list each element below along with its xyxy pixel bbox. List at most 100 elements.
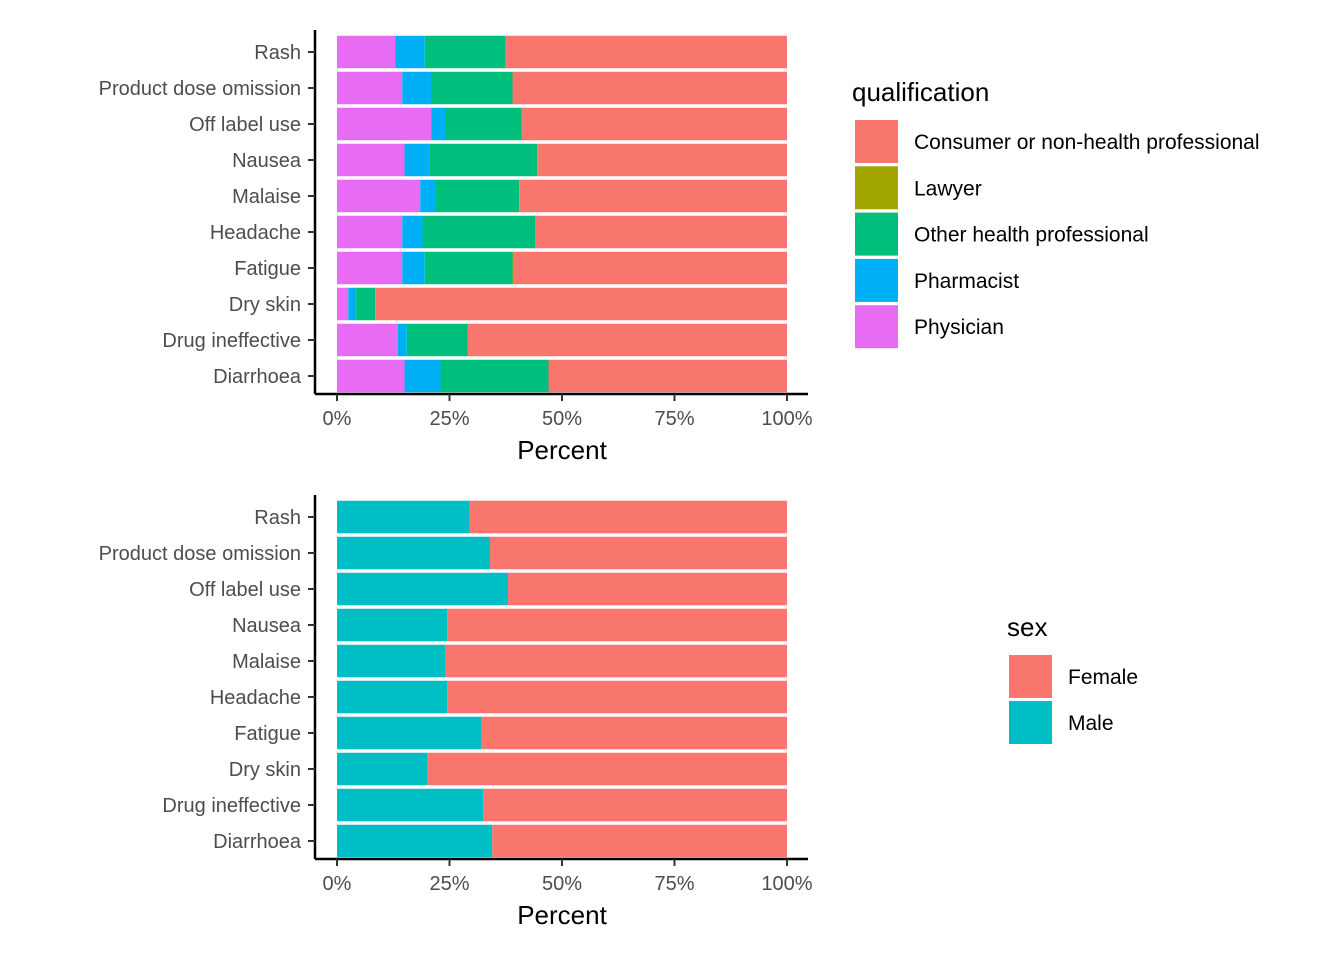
qualification-legend-key-consumer-or-non-health-professional [855, 120, 898, 163]
sex-bar-diarrhoea-male [337, 824, 493, 858]
qualification-bar-malaise-physician [337, 179, 421, 213]
qualification-bar-headache-consumer-or-non-health-professional [535, 215, 787, 249]
qualification-y-ticks: Rash Product dose omission Off label use Na… [99, 42, 315, 388]
qualification-x-tick-label: 0% [323, 408, 352, 430]
qualification-bar-malaise-pharmacist [420, 179, 436, 213]
qualification-bar-nausea-physician [337, 143, 405, 177]
qualification-legend: qualification Consumer or non-health pro… [852, 77, 1260, 349]
sex-bar-headache-female [447, 680, 787, 714]
sex-x-ticks: 0% 25% 50% 75% 100% [323, 859, 813, 895]
qualification-legend-label: Other health professional [914, 224, 1149, 247]
qualification-bar-dry-skin-physician [337, 287, 349, 321]
qualification-y-tick-label: Nausea [232, 150, 302, 172]
qualification-y-tick-label: Malaise [232, 186, 301, 208]
sex-legend-key-female [1009, 655, 1052, 698]
qualification-bar-drug-ineffective-physician [337, 323, 398, 357]
qualification-y-tick-label: Product dose omission [99, 78, 301, 100]
qualification-legend-key-pharmacist [855, 258, 898, 302]
sex-x-tick-label: 25% [429, 873, 469, 895]
qualification-bar-diarrhoea-physician [337, 359, 405, 393]
qualification-bar-drug-ineffective-consumer-or-non-health-professional [467, 323, 787, 357]
sex-y-tick-label: Nausea [232, 615, 302, 637]
sex-legend: sex Female Male [1007, 612, 1138, 744]
sex-bar-off-label-use-male [337, 572, 508, 606]
qualification-legend-label: Pharmacist [914, 270, 1019, 293]
qualification-x-axis-title: Percent [517, 435, 607, 465]
qualification-bar-dry-skin-pharmacist [348, 287, 357, 321]
qualification-bar-off-label-use-other-health-professional [445, 107, 522, 141]
sex-x-tick-label: 75% [654, 873, 694, 895]
qualification-bars [337, 35, 787, 393]
qualification-bar-product-dose-omission-other-health-professional [431, 71, 513, 105]
sex-bar-drug-ineffective-male [337, 788, 484, 822]
qualification-bar-headache-physician [337, 215, 403, 249]
qualification-legend-entries: Consumer or non-health professional Lawye… [855, 120, 1260, 349]
qualification-y-tick-label: Headache [210, 222, 301, 244]
qualification-bar-fatigue-lawyer [512, 251, 514, 285]
sex-legend-key-male [1009, 701, 1052, 744]
qualification-x-tick-label: 100% [761, 408, 812, 430]
sex-y-tick-label: Product dose omission [99, 543, 301, 565]
qualification-bar-rash-pharmacist [395, 35, 425, 69]
qualification-bar-off-label-use-pharmacist [431, 107, 445, 141]
qualification-bar-malaise-other-health-professional [436, 179, 520, 213]
sex-bar-dry-skin-male [337, 752, 427, 786]
sex-bar-rash-female [469, 500, 787, 534]
sex-bar-rash-male [337, 500, 470, 534]
sex-bar-fatigue-male [337, 716, 481, 750]
sex-y-ticks: Rash Product dose omission Off label use Na… [99, 507, 315, 853]
qualification-bar-dry-skin-consumer-or-non-health-professional [375, 287, 787, 321]
sex-bar-product-dose-omission-female [490, 536, 787, 570]
sex-legend-entries: Female Male [1009, 655, 1138, 744]
qualification-bar-rash-consumer-or-non-health-professional [505, 35, 787, 69]
qualification-y-tick-label: Fatigue [234, 258, 301, 280]
qualification-bar-drug-ineffective-pharmacist [397, 323, 407, 357]
sex-legend-label: Male [1068, 712, 1114, 735]
qualification-legend-label: Consumer or non-health professional [914, 131, 1260, 154]
sex-x-tick-label: 50% [542, 873, 582, 895]
qualification-x-tick-label: 25% [429, 408, 469, 430]
sex-bar-headache-male [337, 680, 448, 714]
qualification-x-tick-label: 50% [542, 408, 582, 430]
qualification-legend-label: Lawyer [914, 177, 982, 200]
qualification-bar-off-label-use-consumer-or-non-health-professional [521, 107, 787, 141]
qualification-y-tick-label: Drug ineffective [162, 330, 301, 352]
qualification-bar-diarrhoea-other-health-professional [440, 359, 549, 393]
sex-y-tick-label: Diarrhoea [213, 831, 302, 853]
qualification-bar-product-dose-omission-physician [337, 71, 403, 105]
qualification-bar-nausea-pharmacist [404, 143, 430, 177]
sex-bar-off-label-use-female [508, 572, 787, 606]
sex-y-tick-label: Dry skin [229, 759, 301, 781]
sex-y-tick-label: Rash [254, 507, 301, 529]
sex-y-tick-label: Off label use [189, 579, 301, 601]
sex-x-tick-label: 0% [323, 873, 352, 895]
sex-x-axis-title: Percent [517, 900, 607, 930]
qualification-legend-key-other-health-professional [855, 212, 898, 256]
qualification-legend-label: Physician [914, 316, 1004, 339]
sex-y-tick-label: Drug ineffective [162, 795, 301, 817]
sex-panel: Rash Product dose omission Off label use Na… [99, 495, 1138, 930]
qualification-bar-fatigue-physician [337, 251, 403, 285]
qualification-bar-diarrhoea-pharmacist [404, 359, 441, 393]
sex-bar-dry-skin-female [427, 752, 787, 786]
sex-y-tick-label: Headache [210, 687, 301, 709]
qualification-bar-headache-other-health-professional [422, 215, 535, 249]
sex-bar-fatigue-female [481, 716, 787, 750]
qualification-bar-product-dose-omission-pharmacist [402, 71, 432, 105]
qualification-x-ticks: 0% 25% 50% 75% 100% [323, 394, 813, 430]
sex-bar-malaise-male [337, 644, 445, 678]
qualification-bar-nausea-other-health-professional [429, 143, 538, 177]
qualification-y-tick-label: Off label use [189, 114, 301, 136]
qualification-panel: Rash Product dose omission Off label use Na… [99, 30, 1260, 465]
qualification-y-tick-label: Dry skin [229, 294, 301, 316]
qualification-legend-key-lawyer [855, 166, 898, 210]
qualification-bar-drug-ineffective-other-health-professional [406, 323, 468, 357]
qualification-bar-off-label-use-physician [337, 107, 432, 141]
sex-bar-nausea-male [337, 608, 448, 642]
sex-legend-label: Female [1068, 666, 1138, 689]
qualification-bar-fatigue-consumer-or-non-health-professional [513, 251, 787, 285]
sex-bar-diarrhoea-female [492, 824, 787, 858]
sex-bar-drug-ineffective-female [483, 788, 787, 822]
qualification-bar-headache-pharmacist [402, 215, 423, 249]
